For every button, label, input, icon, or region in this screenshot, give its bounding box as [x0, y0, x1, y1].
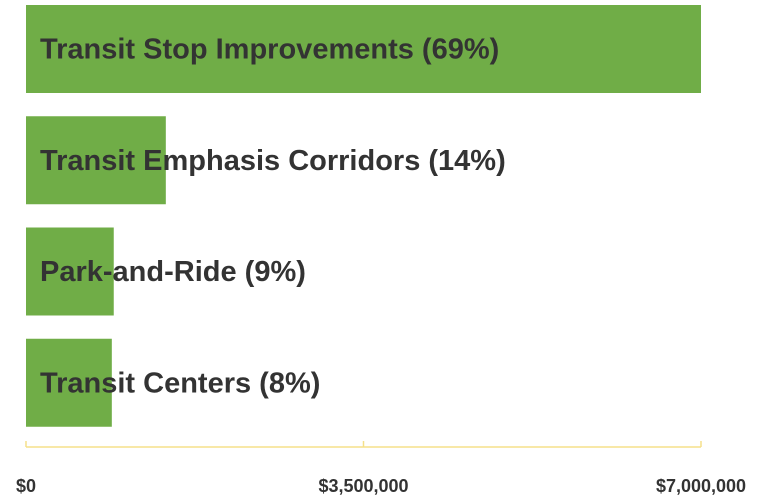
category-label: Transit Stop Improvements (69%)	[40, 34, 499, 66]
x-tick-label: $3,500,000	[318, 476, 408, 496]
category-label: Transit Emphasis Corridors (14%)	[40, 145, 506, 177]
x-tick-label: $7,000,000	[656, 476, 746, 496]
category-label: Transit Centers (8%)	[40, 367, 320, 399]
bar	[26, 338, 112, 427]
bar	[26, 227, 114, 316]
bar	[26, 116, 166, 205]
category-label: Park-and-Ride (9%)	[40, 256, 306, 288]
bar	[26, 5, 701, 93]
x-tick-label: $0	[16, 476, 36, 496]
